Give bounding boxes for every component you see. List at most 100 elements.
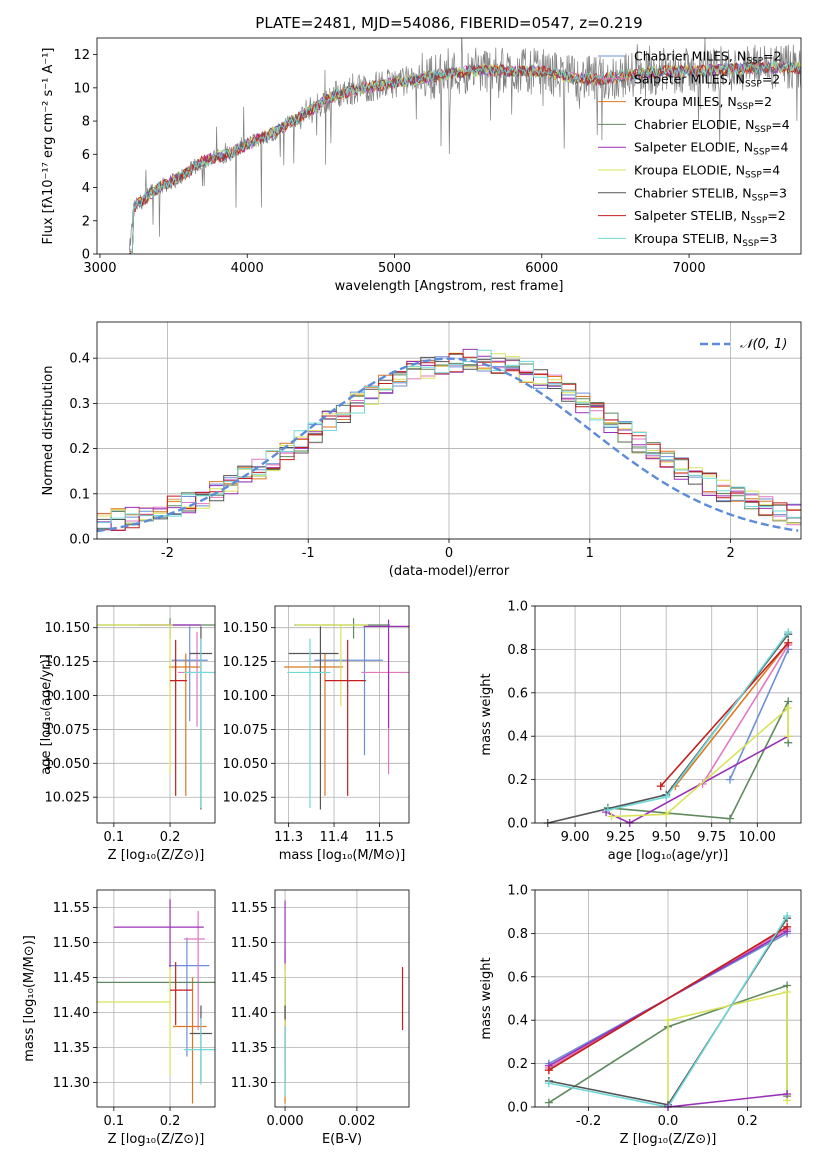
weight-marker	[783, 987, 792, 996]
errorbar-point	[314, 626, 383, 756]
weight-marker	[544, 1079, 553, 1088]
y-tick-label: 11.35	[231, 1041, 268, 1056]
y-tick-label: 0.8	[507, 643, 528, 658]
x-tick-label: 4000	[231, 261, 264, 276]
x-tick-label: 11.3	[274, 830, 303, 845]
x-axis-label: Z [log₁₀(Z/Z⊙)]	[108, 1132, 205, 1147]
weight-line	[701, 644, 789, 785]
plot-frame	[96, 605, 216, 824]
y-tick-label: 11.50	[231, 936, 268, 951]
legend-label: Chabrier ELODIE, NSSP=4	[634, 117, 790, 135]
errorbar-point	[295, 624, 369, 707]
x-axis-label: mass [log₁₀(M/M⊙)]	[279, 848, 406, 863]
legend-label: Chabrier MILES, NSSP=2	[634, 49, 782, 67]
errorbar-point	[184, 1018, 215, 1085]
x-tick-label: 9.50	[652, 830, 681, 845]
legend-label: Chabrier STELIB, NSSP=3	[634, 185, 787, 203]
legend-label: Kroupa STELIB, NSSP=3	[634, 231, 778, 249]
y-tick-label: 11.30	[53, 1076, 90, 1091]
y-tick-label: 10.050	[223, 757, 269, 772]
errorbar-point	[184, 911, 205, 1030]
y-tick-label: 0.8	[507, 927, 528, 942]
weight-marker	[784, 638, 793, 647]
errorbar-point	[177, 631, 209, 727]
y-tick-label: 0.6	[507, 686, 528, 701]
panels: 3000 4000 5000 6000 7000024681012wavelength …	[22, 37, 802, 1147]
x-tick-label: 0.1	[104, 830, 125, 845]
y-tick-label: 10.025	[223, 791, 269, 806]
data-spectrum	[129, 38, 801, 250]
weight-marker	[544, 1066, 553, 1075]
y-tick-label: 11.50	[53, 936, 90, 951]
weight-line	[607, 701, 790, 820]
x-tick-label: 3000	[83, 261, 116, 276]
z-vs-mass-panel: 0.1 0.2 11.30 11.35 11.40 11.45 11.50 11.55 Z [l…	[22, 889, 216, 1147]
y-axis-label: age [log₁₀(age/yr)]	[39, 654, 54, 775]
y-tick-label: 11.35	[53, 1041, 90, 1056]
weight-marker	[544, 1098, 553, 1107]
ebv-vs-mass-panel: 0.000 0.002 11.30 11.35 11.40 11.45 11.50 11.55…	[231, 889, 410, 1147]
y-tick-label: 1.0	[507, 600, 528, 615]
legend-label: Salpeter MILES, NSSP=2	[634, 71, 780, 89]
y-tick-label: 12	[73, 48, 90, 63]
weight-marker	[725, 814, 734, 823]
y-tick-label: 10.075	[223, 723, 269, 738]
y-axis-label: mass [log₁₀(M/M⊙)]	[22, 935, 37, 1062]
x-tick-label: 0.2	[160, 830, 181, 845]
weight-marker	[783, 912, 792, 921]
y-tick-label: 11.45	[53, 971, 90, 986]
x-axis-label: age [log₁₀(age/yr)]	[608, 848, 729, 863]
y-tick-label: 0.2	[507, 1057, 528, 1072]
y-tick-label: 0.0	[507, 1101, 528, 1116]
x-axis-label: Z [log₁₀(Z/Z⊙)]	[620, 1132, 717, 1147]
x-tick-label: 11.5	[365, 830, 394, 845]
plot-frame	[534, 605, 802, 824]
y-tick-label: 11.30	[231, 1076, 268, 1091]
errorbar-point	[170, 962, 193, 1026]
weight-marker	[656, 782, 665, 791]
weight-marker	[607, 812, 616, 821]
x-axis-label: (data-model)/error	[389, 564, 510, 579]
weight-line	[607, 631, 789, 811]
weight-marker	[783, 1089, 792, 1098]
errorbar-point	[363, 619, 409, 729]
y-axis-label: mass weight	[479, 673, 494, 755]
y-tick-label: 10.150	[223, 621, 269, 636]
errorbar-point	[97, 624, 173, 775]
model-spectrum	[129, 61, 801, 254]
y-tick-label: 11.40	[231, 1006, 268, 1021]
y-tick-label: 0.4	[507, 730, 528, 745]
errorbar-point	[294, 618, 390, 639]
x-tick-label: 7000	[673, 261, 706, 276]
residuals-panel: -2 -1 0 1 2 0.0 0.1 0.2 0.3 0.4 (data-model)/error…	[41, 321, 802, 579]
y-tick-label: 0.3	[69, 397, 90, 412]
weight-marker	[784, 703, 793, 712]
x-tick-label: -1	[302, 546, 315, 561]
z-vs-age-panel: 0.1 0.2 10.025 10.050 10.075 10.100 10.125 10.1…	[39, 605, 216, 863]
model-spectrum	[129, 61, 801, 254]
y-tick-label: 0	[82, 248, 90, 263]
y-tick-label: 10.075	[45, 723, 91, 738]
y-tick-label: 11.55	[53, 901, 90, 916]
plot-frame	[96, 321, 802, 540]
errorbar-point	[287, 638, 331, 809]
y-tick-label: 0.1	[69, 487, 90, 502]
weight-line	[729, 649, 789, 780]
y-tick-label: 11.45	[231, 971, 268, 986]
errorbar-point	[284, 653, 344, 796]
y-tick-label: 10.150	[45, 621, 91, 636]
errorbar-point	[113, 899, 204, 970]
weight-marker	[784, 628, 793, 637]
y-tick-label: 0.4	[507, 1014, 528, 1029]
y-tick-label: 10.050	[45, 757, 91, 772]
errorbar-point	[170, 639, 187, 796]
plot-frame	[96, 889, 216, 1108]
y-tick-label: 1.0	[507, 884, 528, 899]
errorbar-point	[288, 626, 339, 810]
y-axis-label: Flux [fλ10⁻¹⁷ erg cm⁻² s⁻¹ A⁻¹]	[41, 48, 56, 245]
y-tick-label: 0.2	[507, 773, 528, 788]
x-tick-label: 9.25	[606, 830, 635, 845]
x-tick-label: 1	[586, 546, 594, 561]
weight-marker	[725, 775, 734, 784]
